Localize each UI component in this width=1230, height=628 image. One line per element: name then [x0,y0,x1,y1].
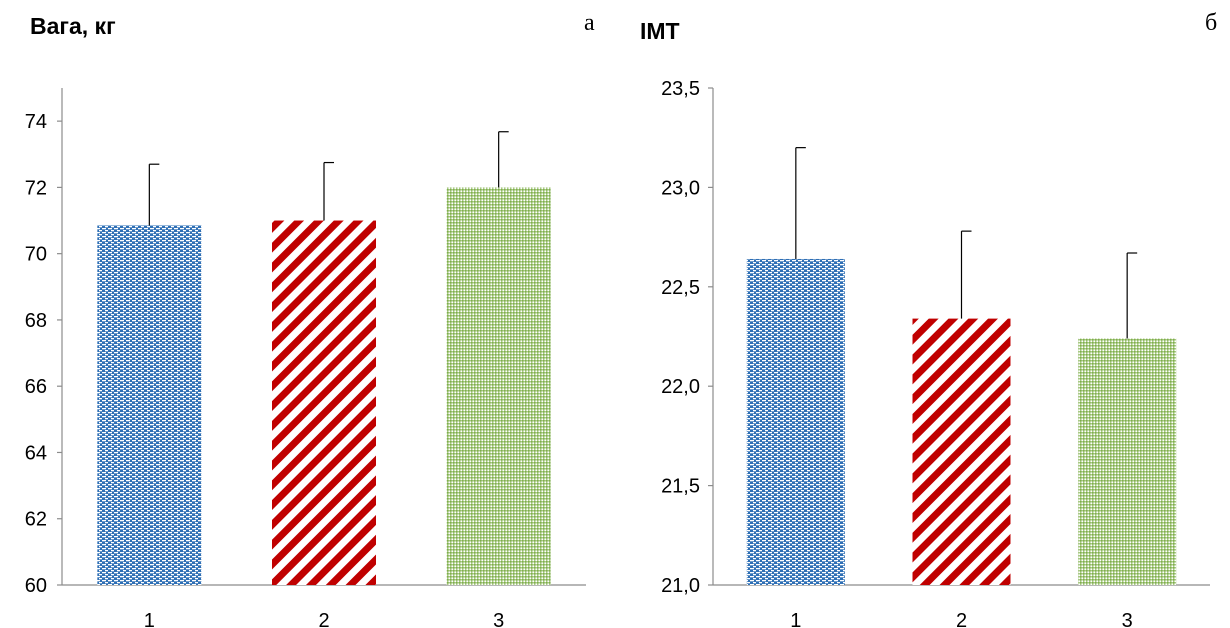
bar-3 [1078,338,1177,585]
bar-1 [97,225,202,585]
y-tick-label: 21,5 [661,476,700,498]
y-tick-label: 70 [25,244,47,266]
chart-title-weight: Вага, кг [30,13,116,39]
y-tick-label: 23,0 [661,177,700,199]
y-tick-label: 68 [25,310,47,332]
bar-3 [446,187,551,585]
x-tick-label: 1 [144,610,155,628]
panel-label-a: а [584,10,595,36]
x-tick-label: 1 [790,610,801,628]
x-tick-label: 2 [956,610,967,628]
y-tick-label: 64 [25,442,47,464]
error-bar-group [148,131,509,226]
y-tick-group: 21,0 21,5 22,0 22,5 23,0 23,5 [661,78,713,597]
y-tick-label: 21,0 [661,575,700,597]
bar-1 [746,258,845,585]
x-tick-group: 1 2 3 [144,610,504,628]
bar-2 [272,220,376,586]
y-tick-label: 22,0 [661,376,700,398]
panel-label-b: б [1205,10,1217,36]
x-tick-group: 1 2 3 [790,610,1132,628]
y-tick-group: 60 62 64 66 68 70 72 74 [25,111,62,597]
y-tick-label: 60 [25,575,47,597]
x-tick-label: 3 [493,610,504,628]
bar-group [97,187,551,586]
y-tick-label: 22,5 [661,277,700,299]
x-tick-label: 3 [1122,610,1133,628]
error-bar-group [795,147,1138,339]
bar-group [746,258,1177,585]
chart-panel-weight: Вага, кг а 60 62 64 66 68 70 72 74 1 2 3 [25,10,595,628]
y-tick-label: 62 [25,509,47,531]
bar-2 [912,318,1011,585]
y-tick-label: 72 [25,177,47,199]
y-tick-label: 23,5 [661,78,700,100]
y-tick-label: 66 [25,376,47,398]
x-tick-label: 2 [318,610,329,628]
chart-title-bmi: ІМТ [640,18,680,44]
chart-panel-bmi: ІМТ б 21,0 21,5 22,0 22,5 23,0 23,5 1 2 3 [640,10,1217,628]
y-tick-label: 74 [25,111,47,133]
